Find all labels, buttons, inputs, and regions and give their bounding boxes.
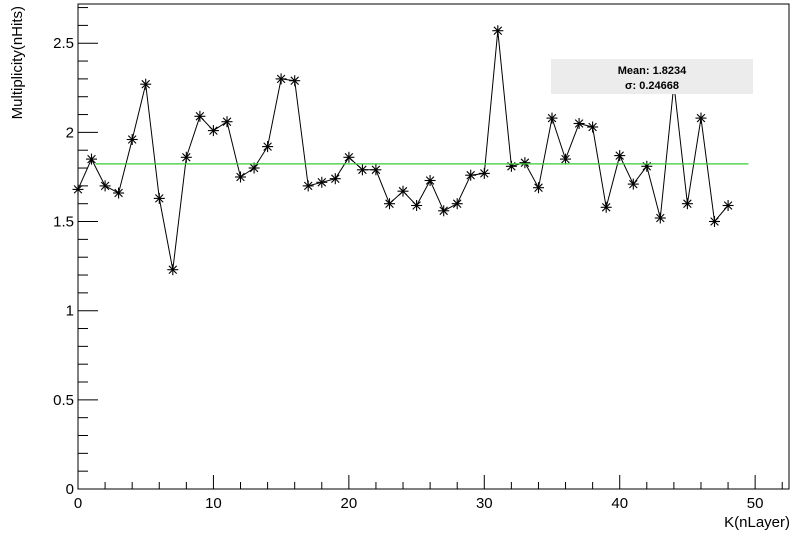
data-point: [235, 171, 246, 183]
data-point: [681, 198, 693, 210]
y-axis-title: Multiplicity(nHits): [9, 6, 26, 119]
y-tick-label: 1: [66, 303, 74, 320]
x-tick-label: 0: [74, 495, 82, 512]
data-point: [546, 112, 558, 124]
y-axis-ticks: 0 0.5 1 1.5 2 2.5: [53, 7, 98, 498]
data-point: [438, 205, 450, 217]
data-point: [600, 201, 612, 213]
data-point: [289, 75, 301, 87]
y-tick-label: 2.5: [53, 35, 74, 52]
stats-box: Mean: 1.8234 σ: 0.24668: [551, 59, 753, 94]
data-point: [587, 121, 599, 133]
data-point: [356, 164, 368, 176]
data-point: [451, 198, 463, 210]
y-tick-label: 2: [66, 124, 74, 141]
y-tick-label: 1.5: [53, 214, 74, 231]
data-point: [113, 187, 125, 199]
data-point: [329, 173, 341, 185]
x-axis-ticks: 0 10 20 30 40 50: [74, 475, 783, 512]
data-point: [153, 192, 165, 204]
x-axis-title: K(nLayer): [724, 514, 790, 531]
x-tick-label: 20: [341, 495, 358, 512]
data-point: [207, 125, 219, 137]
data-point: [140, 78, 152, 90]
x-tick-label: 40: [611, 495, 628, 512]
data-point: [465, 169, 477, 181]
data-point: [533, 182, 544, 194]
data-point: [99, 180, 111, 192]
data-point: [492, 25, 504, 37]
data-point: [424, 175, 436, 186]
data-point: [709, 216, 720, 227]
data-series: [72, 25, 734, 276]
data-point: [478, 167, 490, 179]
data-point: [411, 200, 423, 211]
stats-sigma-text: σ: 0.24668: [625, 80, 679, 92]
data-point: [316, 176, 328, 188]
data-point: [72, 183, 84, 195]
data-point: [573, 118, 585, 129]
data-point: [370, 164, 382, 176]
data-point: [560, 153, 571, 165]
data-point: [221, 116, 233, 128]
data-point: [641, 160, 653, 172]
plot-frame: [77, 3, 790, 490]
data-point: [519, 157, 531, 169]
data-point: [302, 180, 314, 192]
x-tick-label: 30: [476, 495, 493, 512]
data-point: [167, 264, 179, 276]
data-point: [126, 134, 138, 145]
data-point: [343, 151, 355, 163]
plot-frame-border: [77, 3, 790, 490]
data-point: [695, 112, 707, 124]
y-tick-label: 0.5: [53, 392, 74, 409]
data-point: [275, 73, 287, 85]
stats-mean-text: Mean: 1.8234: [618, 65, 687, 77]
x-tick-label: 50: [747, 495, 764, 512]
data-point: [248, 162, 260, 174]
stats-box-background: [551, 59, 753, 94]
data-point: [627, 178, 639, 190]
data-point: [505, 160, 517, 172]
data-point: [614, 150, 626, 162]
data-point: [397, 185, 409, 197]
data-point: [180, 151, 192, 163]
data-point: [384, 198, 395, 210]
y-tick-label: 0: [66, 481, 74, 498]
data-point: [722, 200, 734, 211]
x-tick-label: 10: [205, 495, 222, 512]
data-point: [654, 212, 666, 224]
data-point: [194, 110, 206, 122]
data-point: [262, 141, 274, 153]
data-point: [86, 153, 97, 165]
